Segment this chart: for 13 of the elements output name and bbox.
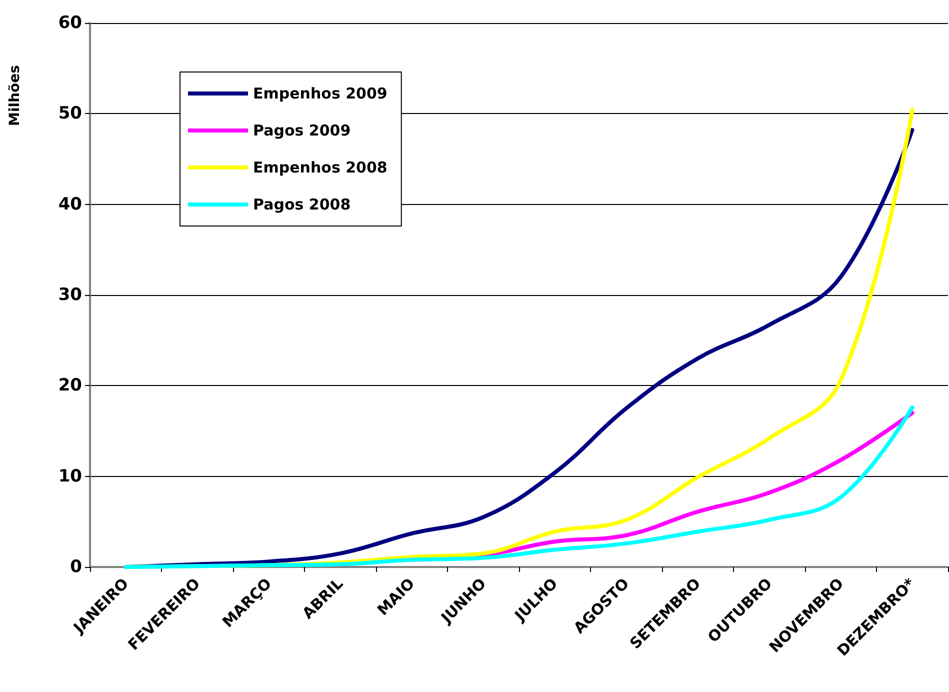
- y-axis-title: Milhões: [7, 64, 23, 126]
- y-tick-label: 50: [58, 104, 82, 124]
- y-tick-label: 20: [58, 376, 82, 396]
- legend-label: Pagos 2009: [253, 122, 351, 140]
- legend-label: Empenhos 2008: [253, 158, 388, 176]
- y-tick-label: 0: [70, 557, 82, 577]
- y-tick-label: 60: [58, 13, 82, 33]
- y-tick-label: 40: [58, 194, 82, 214]
- legend-label: Empenhos 2009: [253, 84, 388, 102]
- legend-label: Pagos 2008: [253, 196, 351, 214]
- y-tick-label: 30: [58, 285, 82, 305]
- line-series: [124, 405, 914, 569]
- y-tick-label: 10: [58, 466, 82, 486]
